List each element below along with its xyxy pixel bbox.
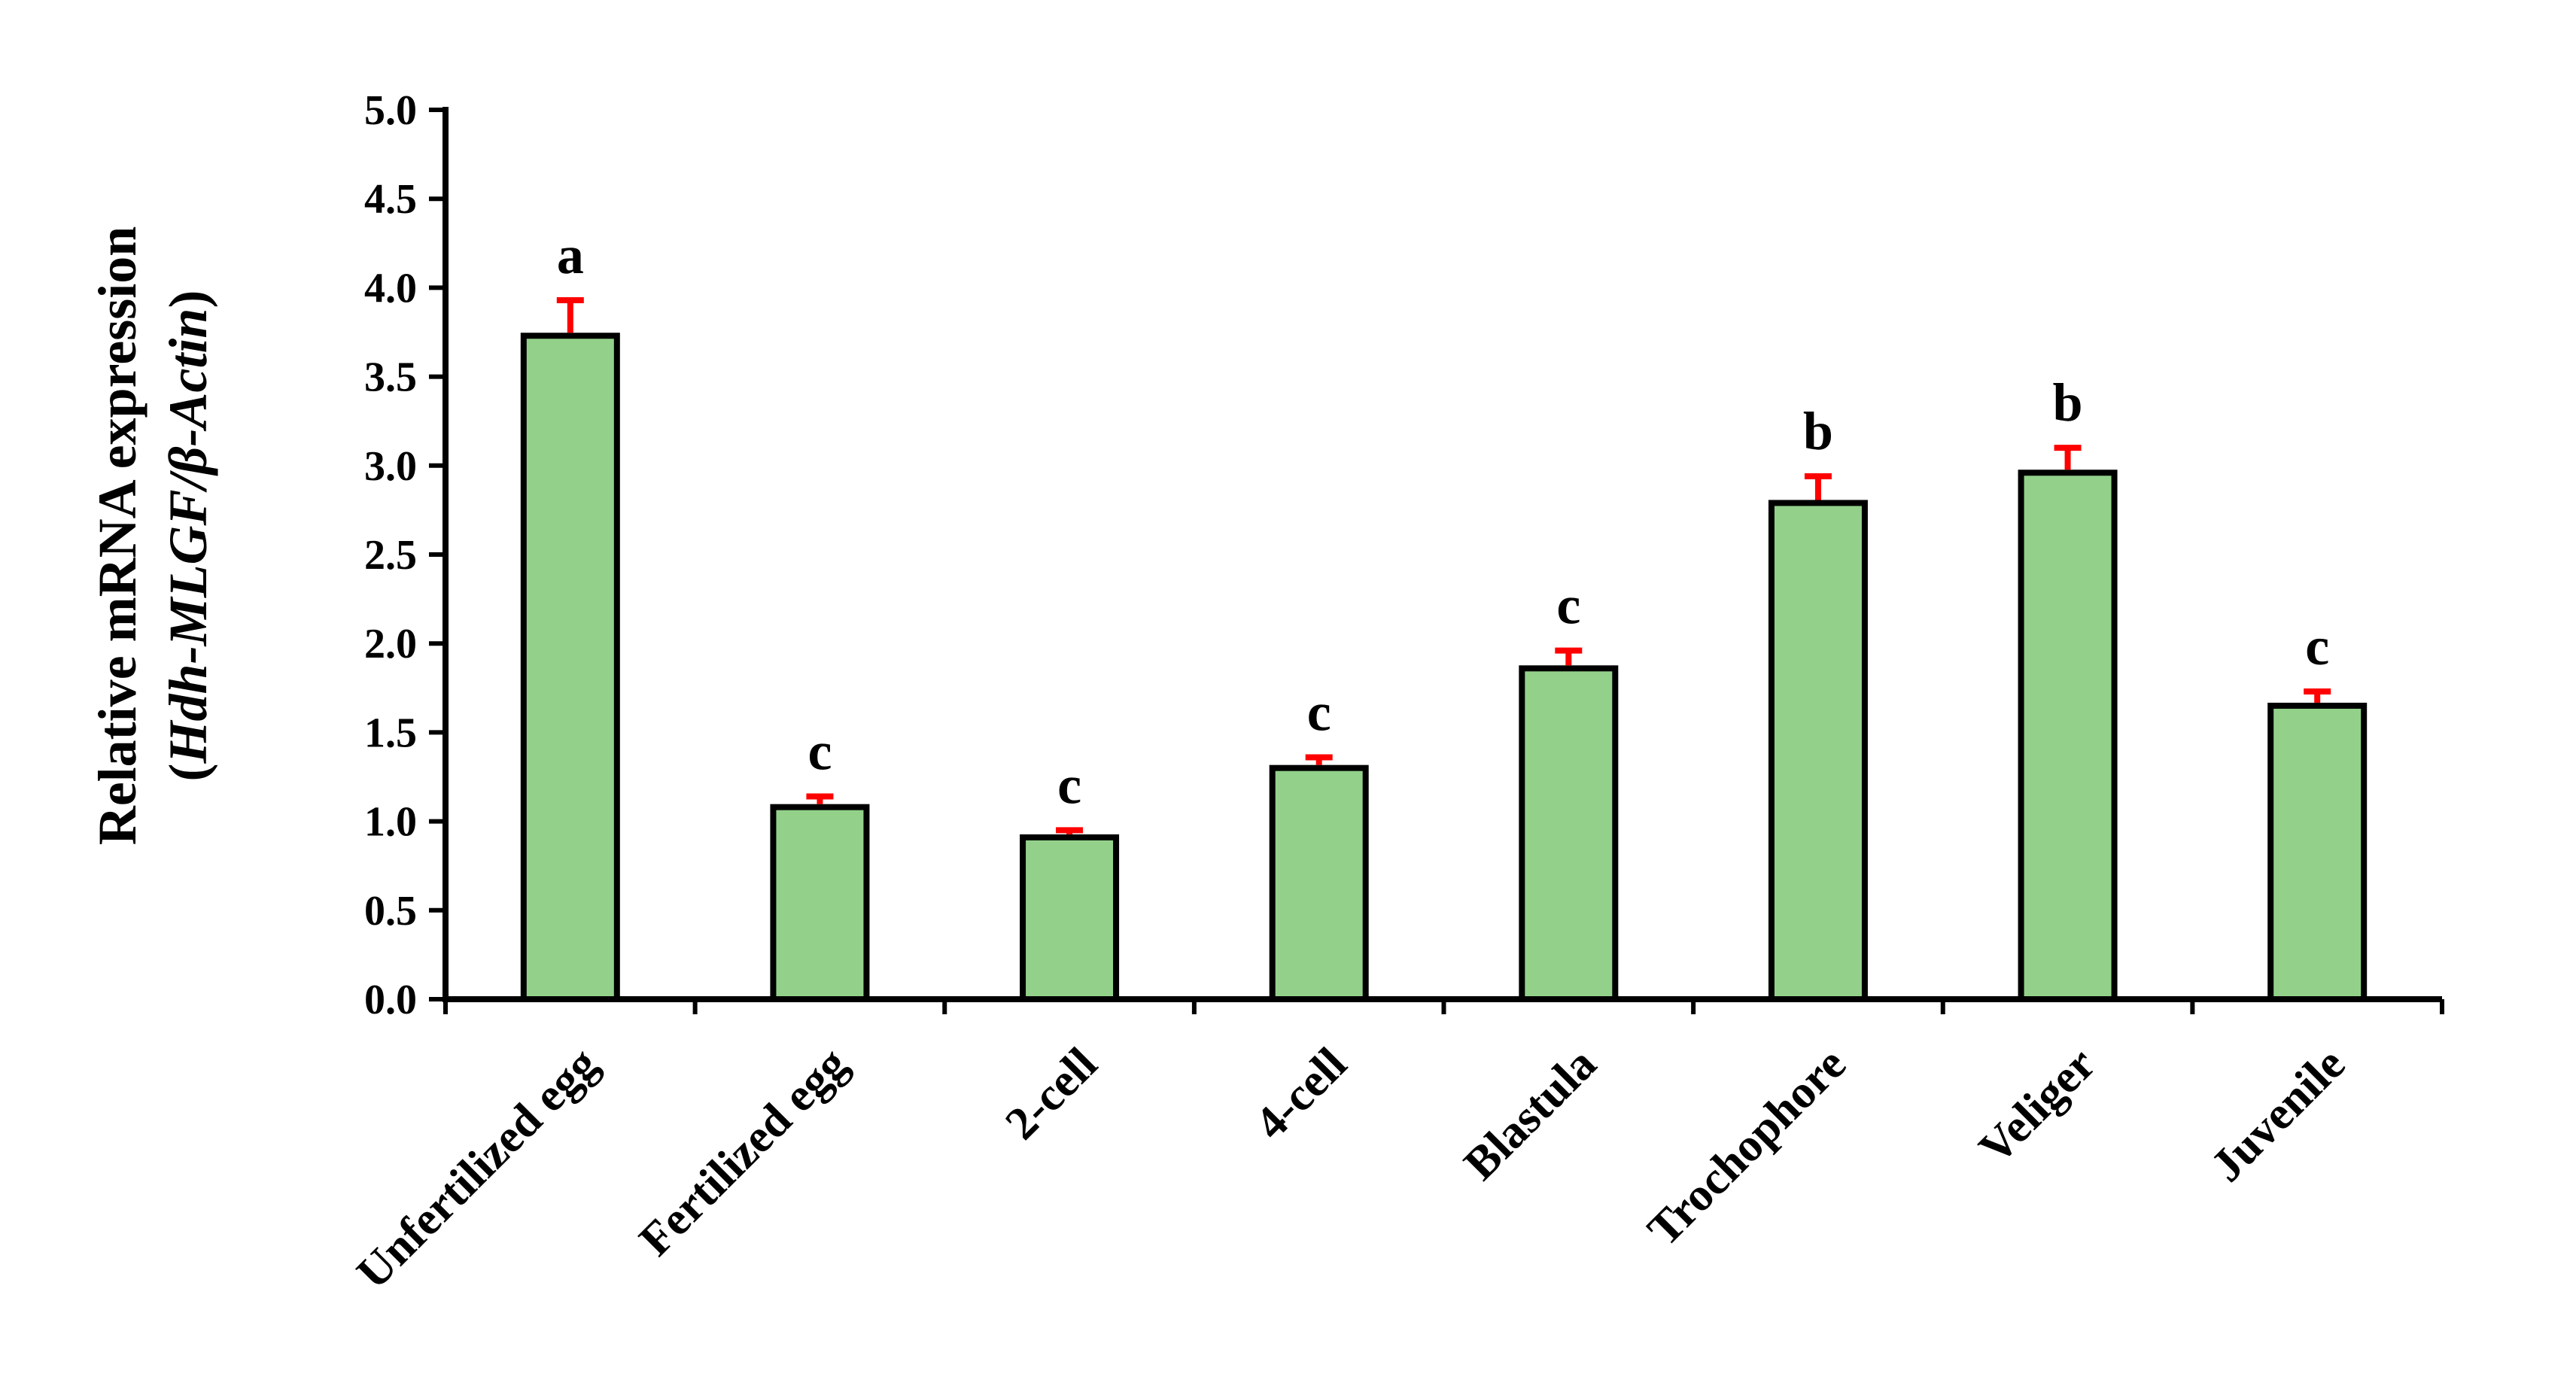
error-bar-0 — [556, 296, 584, 333]
category-label-4: Blastula — [1455, 1038, 1607, 1190]
svg-text:(Hdh-MLGF/β-Actin): (Hdh-MLGF/β-Actin) — [158, 290, 218, 782]
y-tick-label-2: 1.0 — [364, 799, 417, 846]
category-label-3: 4-cell — [1245, 1038, 1357, 1150]
error-bar-1 — [806, 793, 834, 804]
y-tick-label-1: 0.5 — [364, 888, 417, 935]
category-label-7: Juvenile — [2201, 1038, 2355, 1192]
svg-text:Relative mRNA expression: Relative mRNA expression — [87, 226, 148, 846]
category-label-5: Trochophore — [1638, 1038, 1856, 1256]
bar-2 — [1020, 834, 1120, 1002]
significance-label-5: b — [1803, 401, 1833, 461]
significance-label-4: c — [1556, 576, 1580, 636]
significance-label-1: c — [807, 722, 832, 782]
bar-4 — [1519, 665, 1619, 1003]
y-axis-title-line1: Relative mRNA expression — [87, 226, 148, 846]
axes-layer — [429, 107, 2444, 1014]
significance-label-6: b — [2053, 372, 2083, 433]
error-bar-7 — [2304, 688, 2331, 703]
y-tick-label-8: 4.0 — [364, 265, 417, 312]
y-axis-title-suffix: ) — [158, 290, 218, 308]
y-tick-label-6: 3.0 — [364, 443, 417, 490]
bar-3 — [1269, 764, 1369, 1002]
error-bar-6 — [2054, 445, 2082, 470]
y-axis-title: Relative mRNA expression (Hdh-MLGF/β-Act… — [87, 226, 218, 846]
bar-6 — [2018, 470, 2118, 1002]
significance-label-7: c — [2305, 616, 2329, 676]
error-bar-2 — [1056, 827, 1084, 834]
bars-layer — [520, 296, 2368, 1003]
error-bar-3 — [1305, 754, 1333, 765]
y-tick-label-4: 2.0 — [364, 621, 417, 667]
bar-7 — [2267, 702, 2368, 1002]
error-bar-4 — [1555, 647, 1583, 666]
y-tick-label-3: 1.5 — [364, 710, 417, 756]
y-tick-label-0: 0.0 — [364, 977, 417, 1023]
y-axis-title-gene: Hdh-MLGF/β-Actin — [158, 308, 218, 764]
y-axis-title-prefix: ( — [158, 763, 218, 781]
bar-1 — [770, 804, 870, 1002]
y-tick-label-7: 3.5 — [364, 354, 417, 401]
bar-5 — [1768, 500, 1868, 1002]
significance-label-2: c — [1057, 755, 1081, 815]
significance-label-0: a — [557, 225, 584, 285]
y-tick-label-9: 4.5 — [364, 176, 417, 223]
category-label-6: Veliger — [1969, 1038, 2105, 1174]
y-tick-label-5: 2.5 — [364, 532, 417, 579]
category-label-1: Fertilized egg — [630, 1038, 857, 1266]
y-tick-label-10: 5.0 — [364, 87, 417, 134]
category-label-2: 2-cell — [996, 1038, 1107, 1150]
error-bar-5 — [1804, 473, 1832, 500]
significance-label-3: c — [1307, 682, 1331, 742]
bar-0 — [520, 333, 620, 1002]
category-label-0: Unfertilized egg — [347, 1038, 607, 1299]
